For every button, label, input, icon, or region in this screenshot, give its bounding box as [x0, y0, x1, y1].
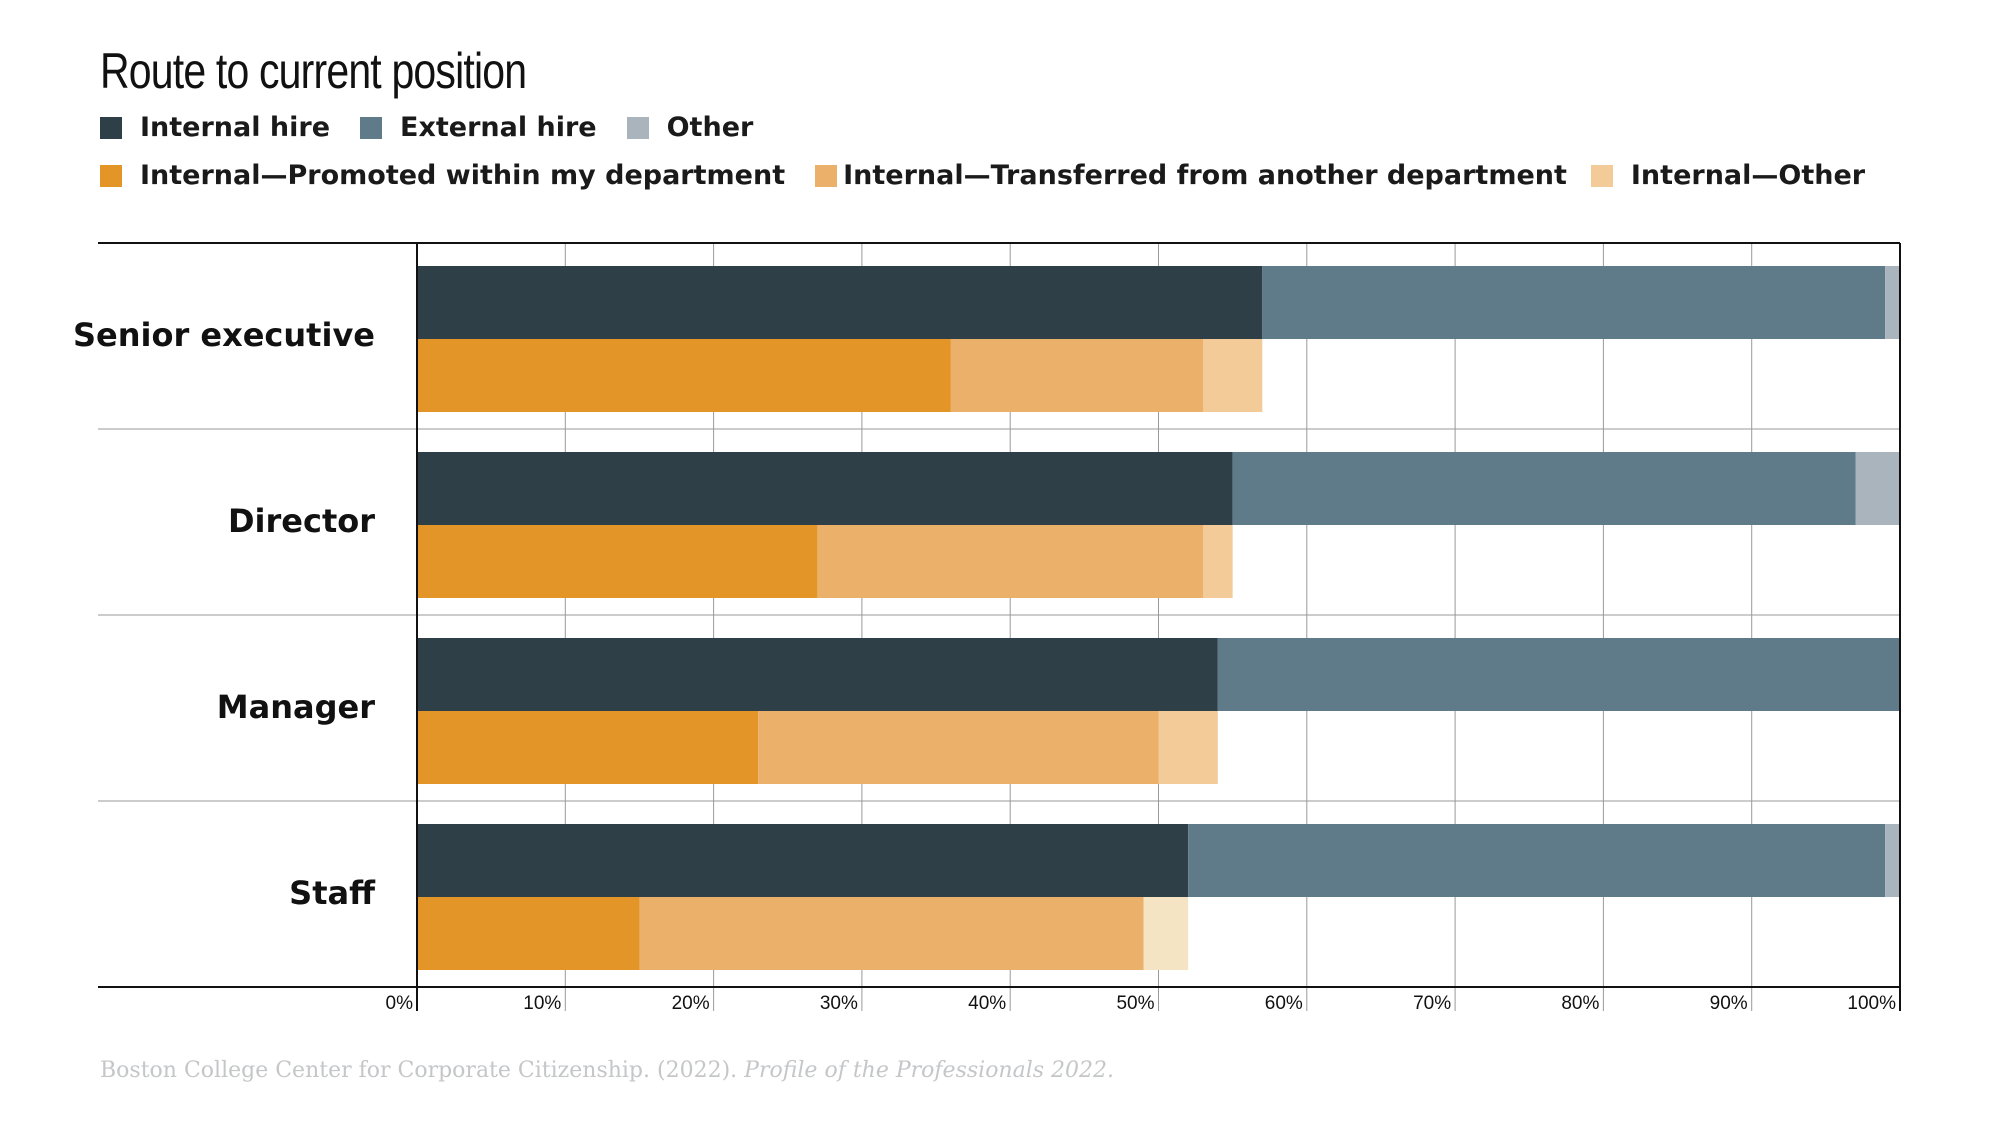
bar-internal-other — [1143, 897, 1189, 970]
legend-label: Internal hire — [140, 112, 331, 143]
bar-other — [1885, 266, 1900, 339]
bar-other — [1885, 824, 1900, 897]
category-label: Senior executive — [73, 316, 375, 354]
legend-row-1: Internal hire External hire Other — [100, 112, 783, 143]
legend-item-external-hire: External hire — [360, 112, 597, 143]
legend-swatch — [100, 164, 122, 187]
bar-external-hire — [1232, 452, 1856, 525]
x-tick-label: 0% — [386, 993, 414, 1014]
stacked-bar-chart: Senior executive Director Manager Staff 0% 10… — [73, 242, 1901, 1014]
legend-swatch — [100, 116, 122, 139]
bar-internal-hire — [417, 266, 1263, 339]
legend-label: Other — [666, 112, 754, 143]
legend-swatch — [815, 164, 838, 187]
x-tick-label: 40% — [968, 993, 1006, 1014]
x-tick-label: 20% — [672, 993, 710, 1014]
legend-item-internal-hire: Internal hire — [100, 112, 330, 143]
bar-internal-hire — [417, 638, 1218, 711]
bar-internal-hire — [417, 452, 1233, 525]
x-tick-label: 30% — [820, 993, 858, 1014]
category-label: Manager — [217, 688, 375, 726]
bar-internal-hire — [417, 824, 1189, 897]
legend-item-internal-transferred: Internal—Transferred from another depart… — [815, 160, 1567, 191]
source-text: Boston College Center for Corporate Citi… — [100, 1058, 745, 1083]
x-tick-label: 10% — [523, 993, 561, 1014]
bar-internal-transferred-from-another-department — [950, 339, 1203, 412]
bar-external-hire — [1217, 638, 1900, 711]
legend-swatch — [626, 116, 649, 139]
source-title: Profile of the Professionals 2022. — [744, 1058, 1115, 1083]
x-tick-label: 70% — [1413, 993, 1451, 1014]
category-label: Staff — [289, 874, 376, 912]
x-tick-label: 90% — [1710, 993, 1748, 1014]
legend-label: Internal—Other — [1630, 160, 1866, 191]
legend-label: External hire — [400, 112, 597, 143]
bar-internal-transferred-from-another-department — [639, 897, 1144, 970]
legend-label: Internal—Promoted within my department — [140, 160, 786, 191]
legend-label: Internal—Transferred from another depart… — [843, 160, 1567, 191]
legend-item-internal-other: Internal—Other — [1590, 160, 1866, 191]
x-tick-label: 50% — [1116, 993, 1154, 1014]
x-tick-label: 80% — [1561, 993, 1599, 1014]
bar-internal-promoted-within-my-department — [417, 525, 818, 598]
category-label: Director — [228, 502, 375, 540]
x-tick-label: 60% — [1265, 993, 1303, 1014]
bar-internal-transferred-from-another-department — [758, 711, 1159, 784]
bar-external-hire — [1188, 824, 1886, 897]
x-tick-label: 100% — [1847, 993, 1896, 1014]
bar-internal-promoted-within-my-department — [417, 339, 951, 412]
bar-internal-promoted-within-my-department — [417, 897, 640, 970]
legend-item-internal-promoted: Internal—Promoted within my department — [100, 160, 785, 191]
bar-internal-transferred-from-another-department — [817, 525, 1203, 598]
bar-internal-promoted-within-my-department — [417, 711, 759, 784]
source-citation: Boston College Center for Corporate Citi… — [100, 1058, 1114, 1083]
chart-title: Route to current position — [100, 43, 527, 99]
legend-row-2: Internal—Promoted within my department I… — [100, 160, 1895, 191]
bar-internal-other — [1202, 525, 1233, 598]
bar-internal-other — [1158, 711, 1218, 784]
legend-swatch — [360, 116, 383, 139]
bar-internal-other — [1202, 339, 1263, 412]
bar-external-hire — [1262, 266, 1886, 339]
legend-item-other: Other — [626, 112, 754, 143]
bar-other — [1855, 452, 1900, 525]
legend-swatch — [1590, 164, 1613, 187]
